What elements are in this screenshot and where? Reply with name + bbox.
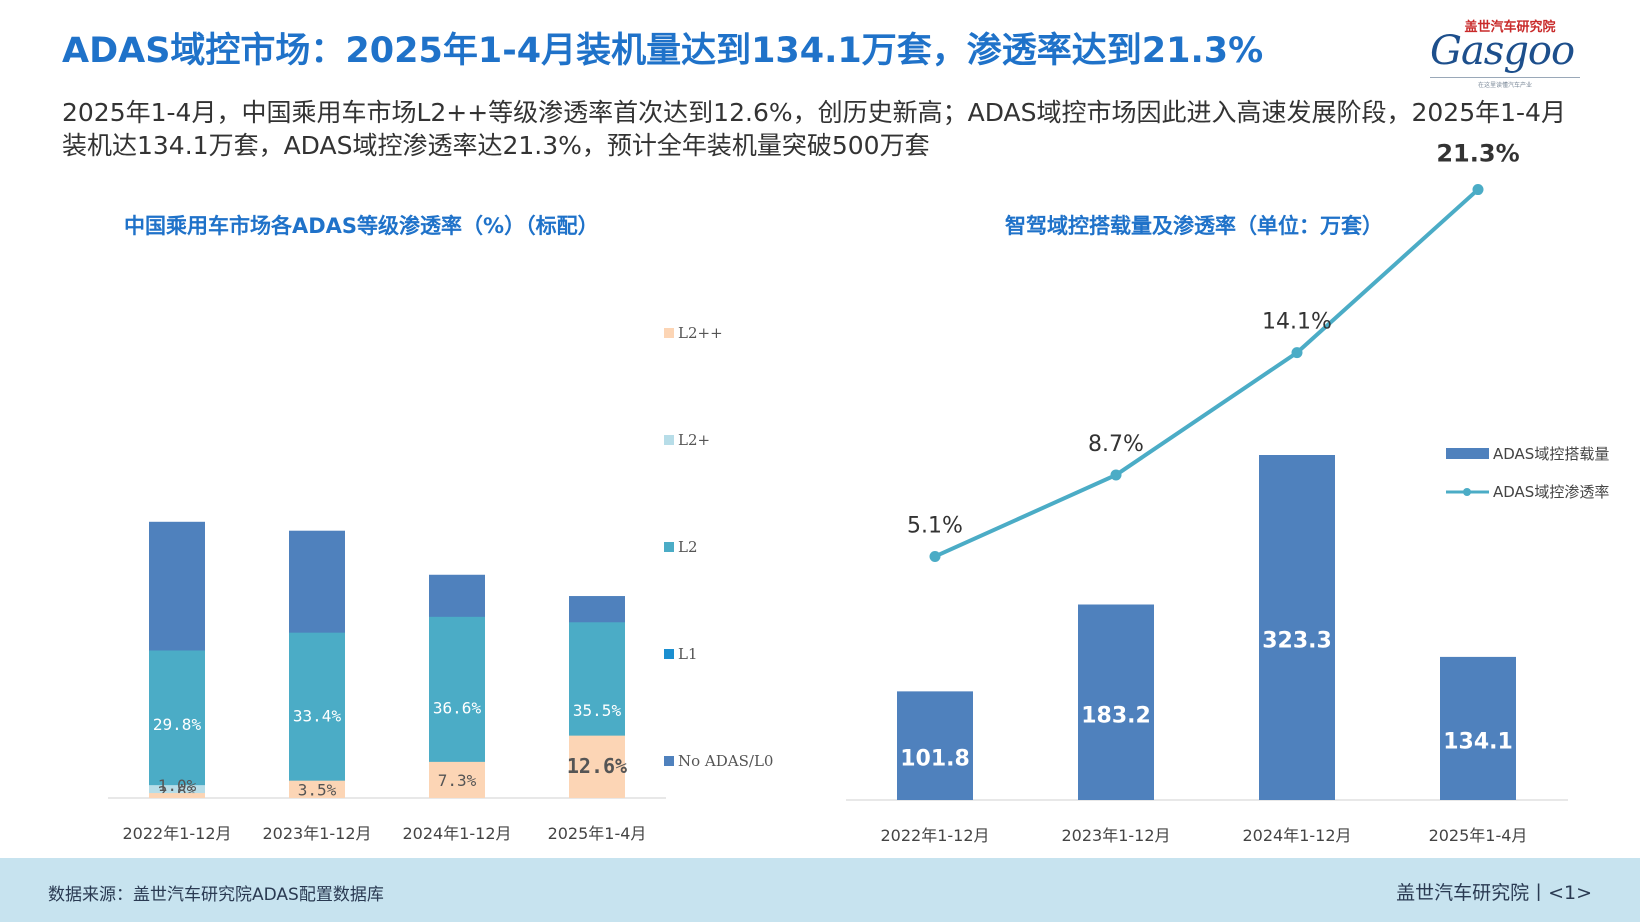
charts-canvas: 55.8%10.8%29.8%2.6%1.0%2022年1-12月54.0%6.… (108, 140, 1609, 845)
stacked-bar-segment-l2--3 (569, 735, 625, 798)
bar-data-label: 1.0% (158, 776, 197, 795)
data-source-note: 数据来源：盖世汽车研究院ADAS配置数据库 (48, 885, 384, 905)
right-x-tick-label: 2025年1-4月 (1429, 826, 1528, 845)
right-chart-title: 智驾域控搭载量及渗透率（单位：万套） (1005, 214, 1383, 238)
footer-brand-page: 盖世汽车研究院丨<1> (1396, 882, 1592, 904)
left-x-tick-label: 2023年1-12月 (262, 824, 371, 843)
penetration-label: 8.7% (1088, 432, 1144, 457)
stacked-bar-segment-l2-0 (149, 650, 205, 798)
left-x-tick-label: 2024年1-12月 (402, 824, 511, 843)
penetration-label: 14.1% (1262, 310, 1332, 335)
legend-swatch-bar (1446, 448, 1489, 459)
volume-bar (1078, 604, 1154, 800)
right-x-tick-label: 2023年1-12月 (1061, 826, 1170, 845)
left-x-tick-label: 2022年1-12月 (122, 824, 231, 843)
legend-swatch (664, 328, 674, 338)
penetration-point (1291, 347, 1303, 359)
left-chart-title: 中国乘用车市场各ADAS等级渗透率（%）（标配） (124, 214, 599, 238)
gasgoo-logo: 盖世汽车研究院 Gasgoo 在这里读懂汽车产业 (1420, 14, 1600, 89)
legend-label: L2+ (678, 431, 710, 449)
logo-subtitle: 盖世汽车研究院 (1464, 20, 1556, 35)
stacked-bar-segment-l2--1 (289, 780, 345, 798)
legend-swatch (664, 649, 674, 659)
volume-bar-label: 101.8 (900, 747, 970, 772)
bar-data-label: 29.8% (153, 715, 202, 734)
penetration-point (1472, 184, 1484, 196)
bar-data-label: 3.5% (298, 780, 337, 799)
right-x-tick-label: 2024年1-12月 (1242, 826, 1351, 845)
penetration-point (1110, 469, 1122, 481)
volume-bar-label: 183.2 (1081, 703, 1151, 728)
bar-data-label: 12.6% (567, 754, 627, 778)
bar-data-label: 7.3% (438, 771, 477, 790)
summary-text: 2025年1-4月，中国乘用车市场L2++等级渗透率首次达到12.6%，创历史新… (62, 98, 1566, 160)
footer-bar: 数据来源：盖世汽车研究院ADAS配置数据库 盖世汽车研究院丨<1> (0, 858, 1640, 922)
legend-swatch-marker (1463, 488, 1471, 496)
left-x-tick-label: 2025年1-4月 (548, 824, 647, 843)
bar-data-label: 35.5% (573, 701, 622, 720)
legend-label-line: ADAS域控渗透率 (1493, 483, 1609, 501)
stacked-bar-segment-l2--0 (149, 793, 205, 798)
penetration-point (929, 550, 941, 562)
legend-swatch (664, 756, 674, 766)
page-title: ADAS域控市场：2025年1-4月装机量达到134.1万套，渗透率达到21.3… (62, 31, 1264, 71)
volume-bar (1259, 455, 1335, 800)
volume-bar-label: 134.1 (1443, 729, 1513, 754)
logo-wordmark: Gasgoo (1430, 28, 1575, 74)
legend-label: No ADAS/L0 (678, 752, 773, 770)
stacked-bar-segment-l2--2 (429, 761, 485, 798)
legend-label-bar: ADAS域控搭载量 (1493, 445, 1609, 463)
volume-bar (1440, 656, 1516, 800)
volume-bar (897, 691, 973, 800)
logo-slogan: 在这里读懂汽车产业 (1477, 82, 1532, 89)
volume-bar-label: 323.3 (1262, 629, 1332, 654)
bar-data-label: 33.4% (293, 706, 342, 725)
stacked-bar-segment-l2-1 (289, 632, 345, 798)
penetration-label: 5.1% (907, 513, 963, 538)
bar-data-label: 36.6% (433, 698, 482, 717)
legend-label: L2++ (678, 324, 723, 342)
legend-swatch (664, 542, 674, 552)
logo-divider (1430, 77, 1580, 78)
penetration-label: 21.3% (1436, 140, 1519, 168)
penetration-line (934, 188, 1480, 559)
right-x-tick-label: 2022年1-12月 (880, 826, 989, 845)
legend-label: L2 (678, 538, 698, 556)
legend-swatch (664, 435, 674, 445)
legend-label: L1 (678, 645, 698, 663)
